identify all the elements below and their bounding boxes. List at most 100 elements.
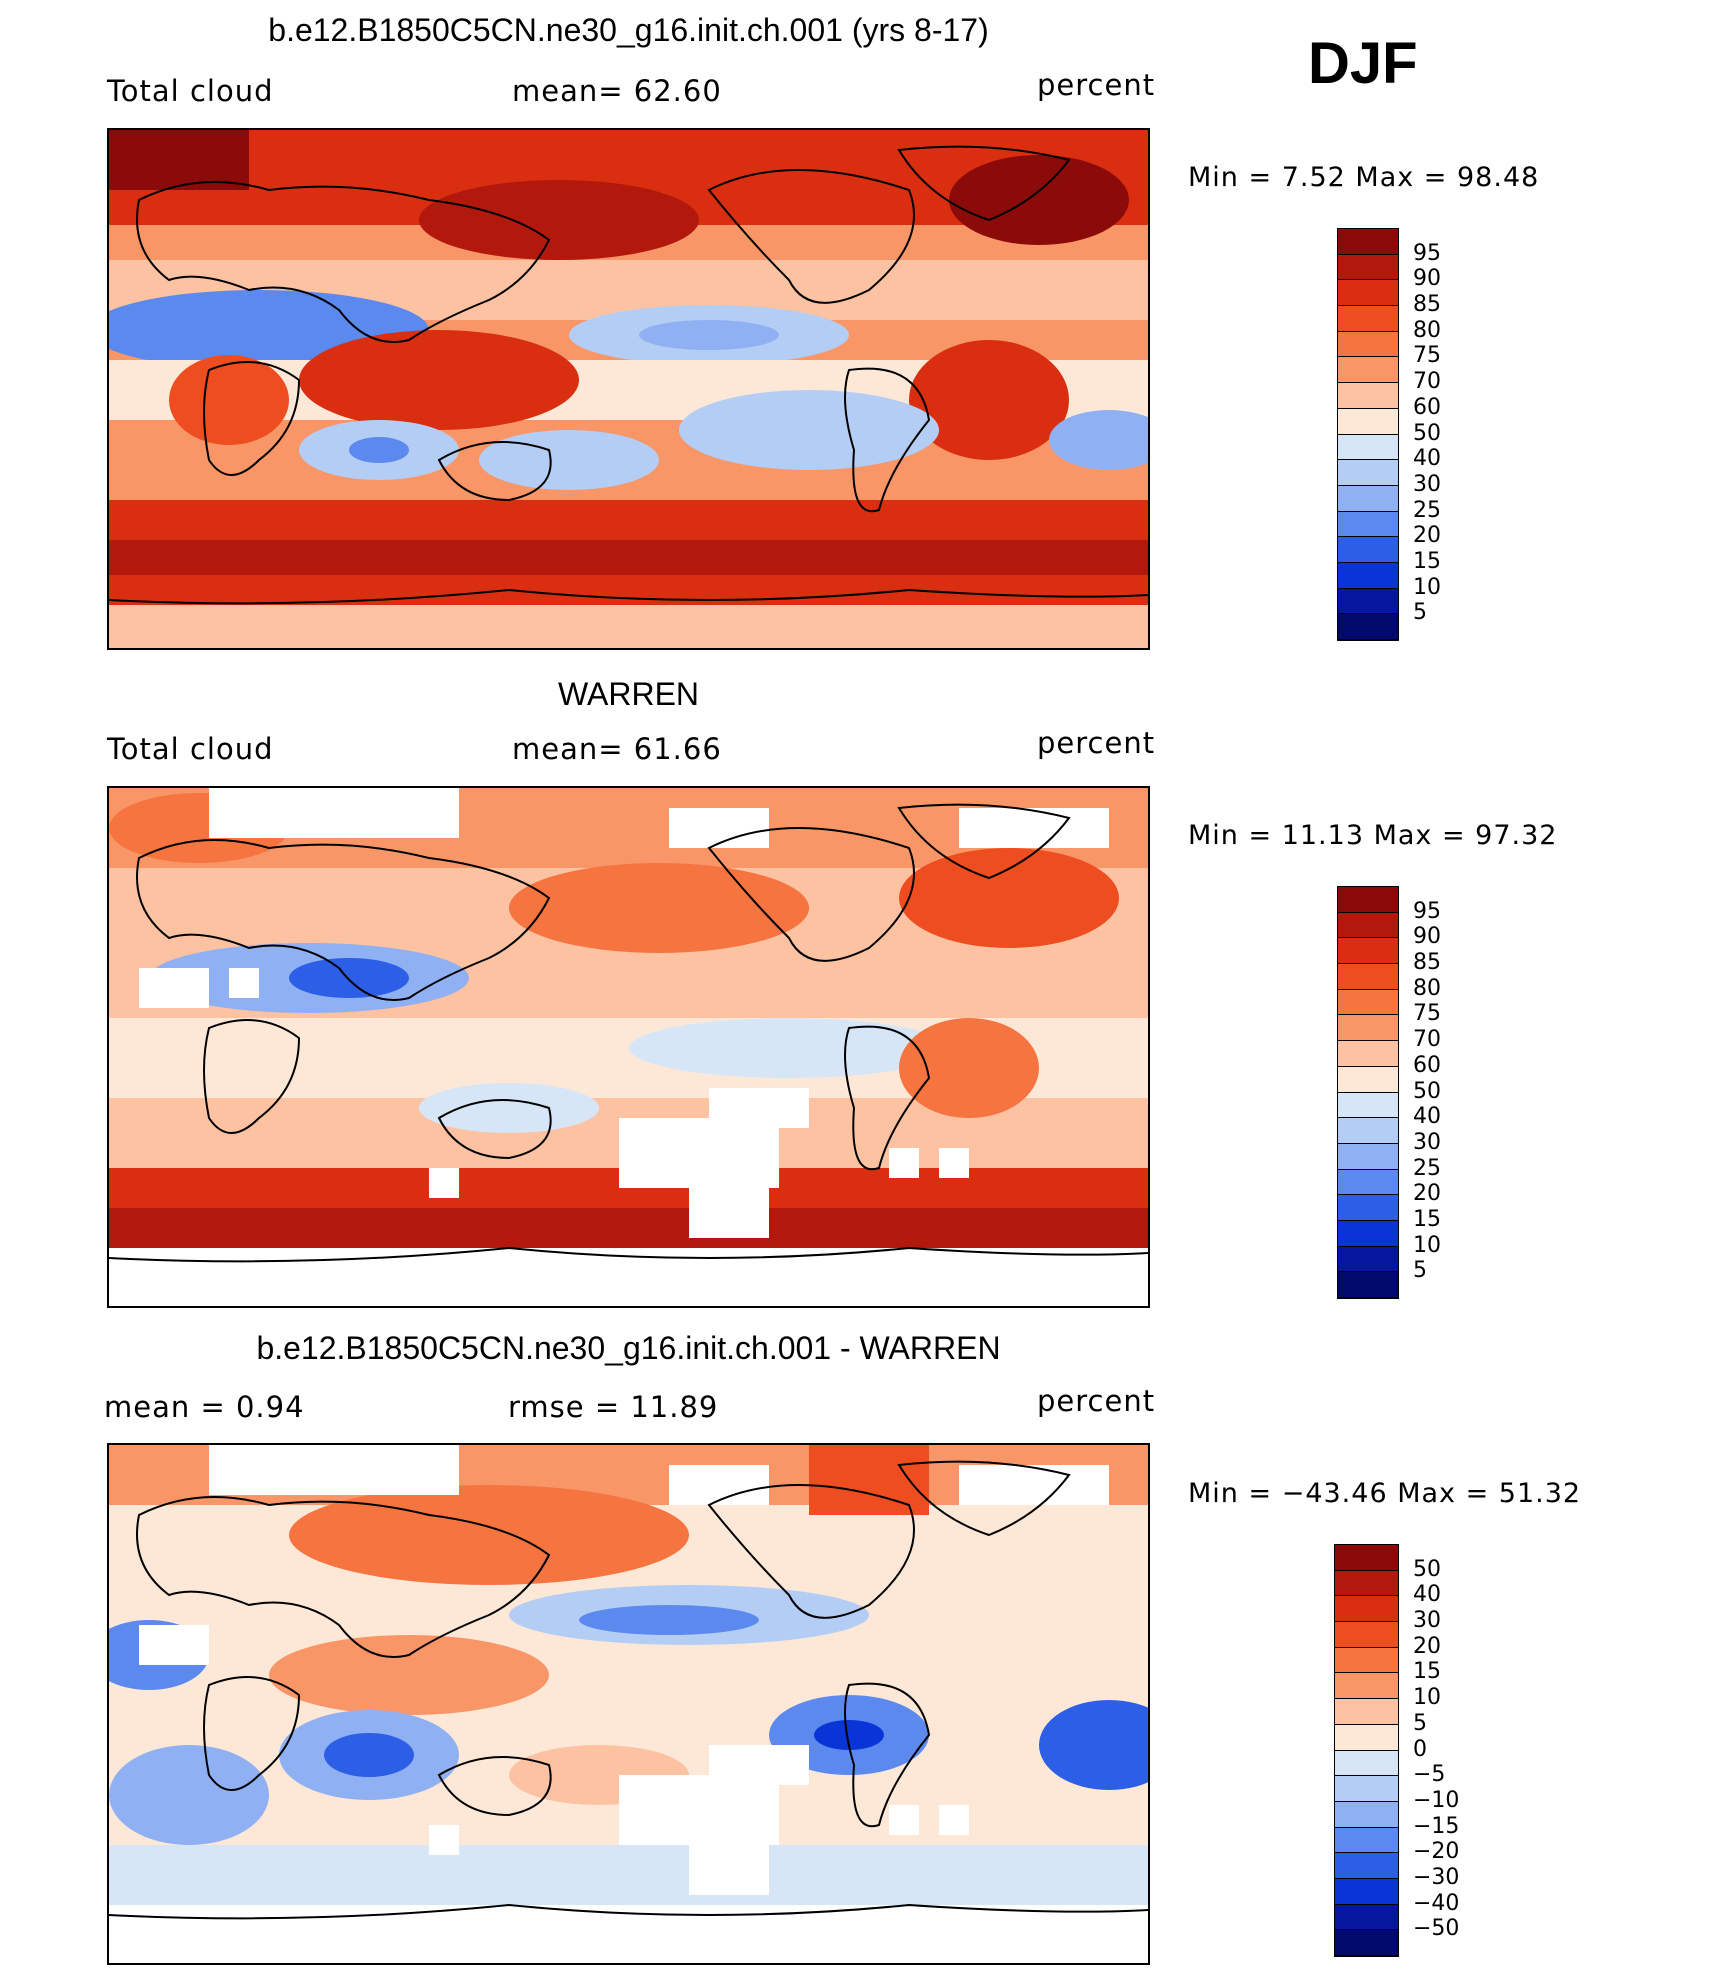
colorbar-swatch [1338, 408, 1398, 435]
colorbar-swatch [1338, 357, 1398, 384]
colorbar-swatch [1335, 1622, 1398, 1648]
panel-3-units: percent [1037, 1384, 1156, 1418]
colorbar-tick-label: 5 [1413, 1258, 1427, 1284]
panel-2-mean: mean= 61.66 [512, 732, 722, 766]
colorbar-tick-label: 40 [1413, 1582, 1441, 1608]
colorbar-swatch [1335, 1801, 1398, 1828]
colorbar-swatch [1338, 1092, 1398, 1119]
colorbar-swatch [1335, 1878, 1398, 1905]
panel-3-mean: mean = 0.94 [104, 1390, 305, 1424]
colorbar-tick-label: 5 [1413, 600, 1427, 626]
colorbar-tick-label: 15 [1413, 1206, 1441, 1232]
colorbar-swatch [1338, 460, 1398, 486]
colorbar-tick-label: 30 [1413, 1608, 1441, 1634]
colorbar-tick-label: 30 [1413, 471, 1441, 497]
colorbar-swatch [1338, 1169, 1398, 1196]
colorbar-swatch [1335, 1904, 1398, 1931]
colorbar-swatch [1338, 254, 1398, 281]
colorbar-swatch [1338, 1041, 1398, 1067]
colorbar-swatch [1338, 912, 1398, 939]
colorbar-tick-label: 10 [1413, 574, 1441, 600]
colorbar-swatch [1338, 1195, 1398, 1221]
colorbar-tick-label: 15 [1413, 548, 1441, 574]
colorbar-tick-label: −50 [1413, 1916, 1460, 1942]
colorbar-tick-label: 50 [1413, 420, 1441, 446]
colorbar-tick-label: −40 [1413, 1890, 1460, 1916]
colorbar-swatch [1335, 1647, 1398, 1674]
colorbar-tick-label: 90 [1413, 924, 1441, 950]
colorbar-swatch [1338, 614, 1398, 640]
panel-3-colorbar [1334, 1544, 1399, 1957]
colorbar-tick-label: −20 [1413, 1839, 1460, 1865]
colorbar-tick-label: 40 [1413, 446, 1441, 472]
colorbar-tick-label: −10 [1413, 1787, 1460, 1813]
panel-3-title: b.e12.B1850C5CN.ne30_g16.init.ch.001 - W… [256, 1330, 1001, 1366]
colorbar-swatch [1338, 1246, 1398, 1273]
colorbar-swatch [1338, 383, 1398, 409]
colorbar-swatch [1338, 562, 1398, 589]
colorbar-tick-label: −5 [1413, 1762, 1446, 1788]
colorbar-tick-label: −15 [1413, 1813, 1460, 1839]
colorbar-swatch [1335, 1545, 1398, 1571]
colorbar-tick-label: 20 [1413, 1633, 1441, 1659]
colorbar-swatch [1335, 1930, 1398, 1956]
panel-2-map [107, 786, 1150, 1308]
colorbar-swatch [1335, 1776, 1398, 1802]
panel-1-mean: mean= 62.60 [512, 74, 722, 108]
colorbar-swatch [1335, 1596, 1398, 1623]
colorbar-swatch [1335, 1570, 1398, 1597]
colorbar-tick-label: 50 [1413, 1078, 1441, 1104]
colorbar-swatch [1338, 511, 1398, 538]
colorbar-tick-label: 20 [1413, 523, 1441, 549]
colorbar-swatch [1335, 1724, 1398, 1751]
panel-1-minmax: Min = 7.52 Max = 98.48 [1188, 162, 1540, 193]
panel-2-colorbar [1337, 886, 1399, 1299]
colorbar-swatch [1338, 887, 1398, 913]
colorbar-swatch [1338, 306, 1398, 332]
colorbar-swatch [1338, 1015, 1398, 1042]
colorbar-swatch [1338, 537, 1398, 563]
panel-1-map [107, 128, 1150, 650]
colorbar-tick-label: 80 [1413, 317, 1441, 343]
colorbar-swatch [1335, 1750, 1398, 1777]
colorbar-tick-label: 95 [1413, 898, 1441, 924]
colorbar-swatch [1338, 229, 1398, 255]
colorbar-tick-label: 85 [1413, 950, 1441, 976]
colorbar-tick-label: 5 [1413, 1710, 1427, 1736]
panel-3-minmax: Min = −43.46 Max = 51.32 [1188, 1478, 1582, 1509]
panel-3-map [107, 1443, 1150, 1965]
colorbar-tick-label: 60 [1413, 394, 1441, 420]
colorbar-swatch [1338, 964, 1398, 990]
colorbar-swatch [1338, 434, 1398, 461]
colorbar-tick-label: 10 [1413, 1685, 1441, 1711]
colorbar-tick-label: 50 [1413, 1556, 1441, 1582]
panel-2-field-label: Total cloud [107, 732, 274, 766]
colorbar-swatch [1335, 1827, 1398, 1854]
colorbar-swatch [1338, 989, 1398, 1016]
colorbar-tick-label: 25 [1413, 1155, 1441, 1181]
colorbar-tick-label: 95 [1413, 240, 1441, 266]
colorbar-swatch [1338, 588, 1398, 615]
season-label: DJF [1308, 31, 1418, 96]
colorbar-swatch [1335, 1673, 1398, 1700]
panel-1-units: percent [1037, 68, 1156, 102]
colorbar-swatch [1335, 1853, 1398, 1879]
colorbar-swatch [1338, 1118, 1398, 1144]
colorbar-swatch [1338, 1143, 1398, 1170]
panel-1-title: b.e12.B1850C5CN.ne30_g16.init.ch.001 (yr… [268, 12, 989, 48]
colorbar-tick-label: 90 [1413, 266, 1441, 292]
colorbar-tick-label: 75 [1413, 1001, 1441, 1027]
colorbar-tick-label: 10 [1413, 1232, 1441, 1258]
colorbar-tick-label: 75 [1413, 343, 1441, 369]
panel-2-title: WARREN [557, 676, 700, 712]
colorbar-swatch [1338, 1066, 1398, 1093]
panel-1-colorbar [1337, 228, 1399, 641]
panel-1-field-label: Total cloud [107, 74, 274, 108]
colorbar-tick-label: 40 [1413, 1104, 1441, 1130]
panel-3-rmse: rmse = 11.89 [508, 1390, 719, 1424]
colorbar-tick-label: 20 [1413, 1181, 1441, 1207]
colorbar-swatch [1338, 331, 1398, 358]
colorbar-swatch [1338, 1220, 1398, 1247]
colorbar-swatch [1338, 938, 1398, 965]
colorbar-tick-label: 80 [1413, 975, 1441, 1001]
